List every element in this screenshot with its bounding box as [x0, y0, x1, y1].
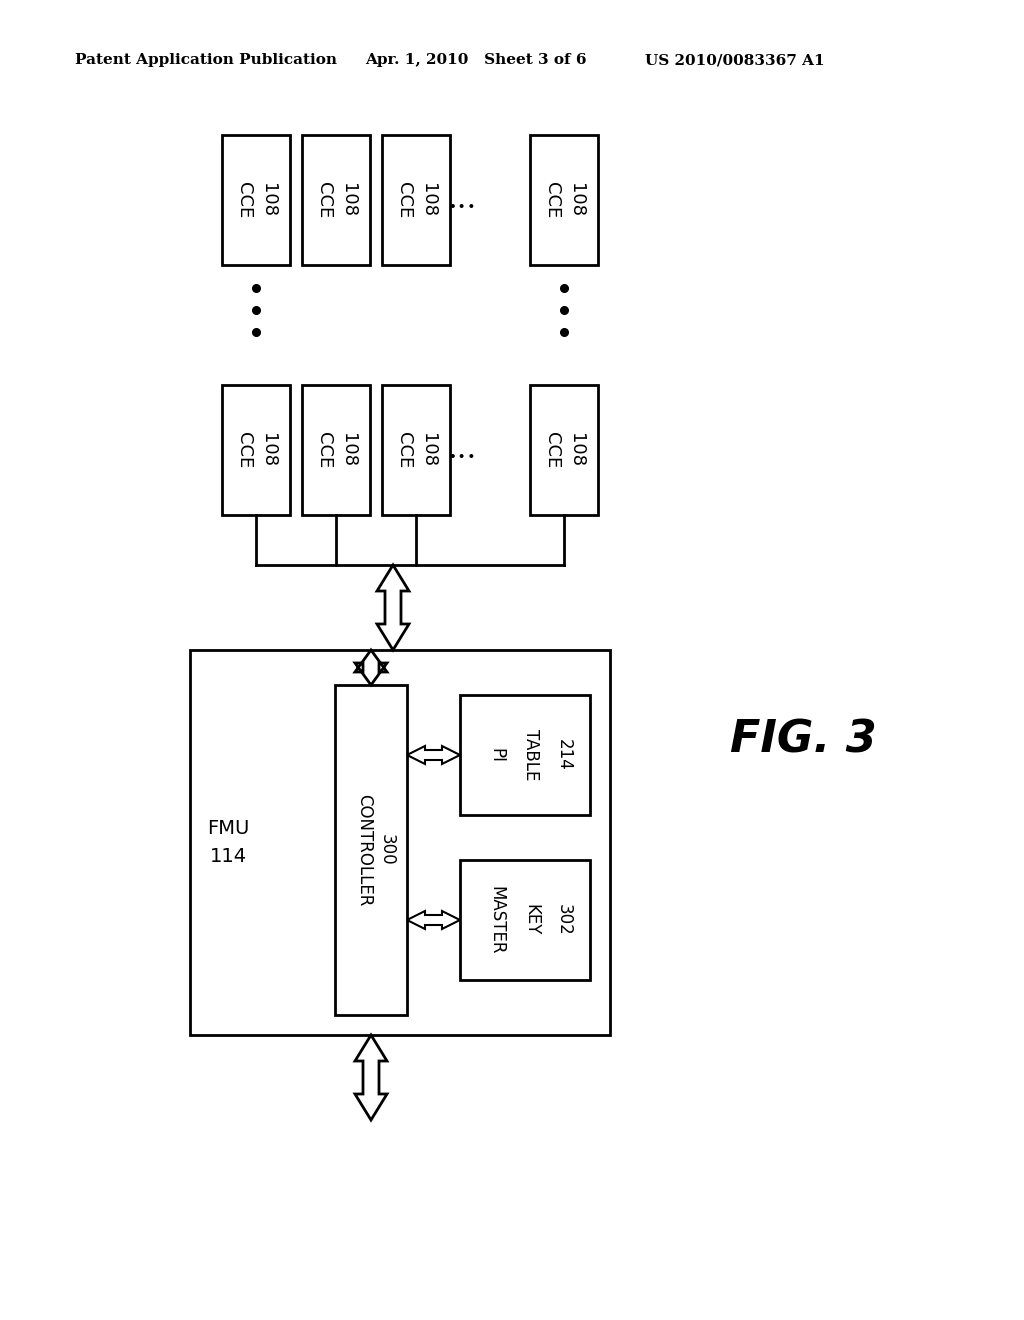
Polygon shape [355, 649, 387, 685]
Bar [530, 385, 598, 515]
Text: 302: 302 [555, 904, 573, 936]
Bar [222, 135, 290, 265]
Text: Apr. 1, 2010   Sheet 3 of 6: Apr. 1, 2010 Sheet 3 of 6 [365, 53, 587, 67]
Polygon shape [355, 1035, 387, 1119]
Text: CCE: CCE [236, 182, 254, 218]
Bar [335, 685, 407, 1015]
Text: TABLE: TABLE [522, 730, 541, 780]
Text: ...: ... [447, 434, 476, 466]
Bar [460, 861, 590, 979]
Bar [382, 135, 450, 265]
Text: 108: 108 [339, 183, 356, 216]
Text: US 2010/0083367 A1: US 2010/0083367 A1 [645, 53, 824, 67]
Text: 108: 108 [566, 183, 585, 216]
Text: CCE: CCE [315, 432, 334, 469]
Text: FMU: FMU [207, 820, 249, 838]
Text: CCE: CCE [315, 182, 334, 218]
Bar [222, 385, 290, 515]
Text: 108: 108 [258, 433, 276, 467]
Polygon shape [407, 911, 460, 929]
Text: 108: 108 [419, 183, 436, 216]
Text: 108: 108 [258, 183, 276, 216]
Bar [530, 135, 598, 265]
Text: FIG. 3: FIG. 3 [730, 718, 877, 762]
Text: CCE: CCE [236, 432, 254, 469]
Polygon shape [377, 565, 409, 649]
Text: CCE: CCE [395, 182, 414, 218]
Text: PI: PI [487, 747, 506, 763]
Text: 108: 108 [339, 433, 356, 467]
Bar [460, 696, 590, 814]
Text: KEY: KEY [522, 904, 541, 936]
Text: CCE: CCE [544, 182, 561, 218]
Text: 114: 114 [210, 847, 247, 866]
Text: 108: 108 [566, 433, 585, 467]
Text: CONTROLLER: CONTROLLER [354, 793, 373, 907]
Text: 300: 300 [378, 834, 396, 866]
Bar [382, 385, 450, 515]
Polygon shape [407, 746, 460, 764]
Bar [302, 385, 370, 515]
Bar [190, 649, 610, 1035]
Text: CCE: CCE [544, 432, 561, 469]
Text: ...: ... [447, 185, 476, 215]
Text: CCE: CCE [395, 432, 414, 469]
Text: 108: 108 [419, 433, 436, 467]
Text: MASTER: MASTER [487, 886, 506, 954]
Text: Patent Application Publication: Patent Application Publication [75, 53, 337, 67]
Bar [302, 135, 370, 265]
Text: 214: 214 [555, 739, 573, 771]
